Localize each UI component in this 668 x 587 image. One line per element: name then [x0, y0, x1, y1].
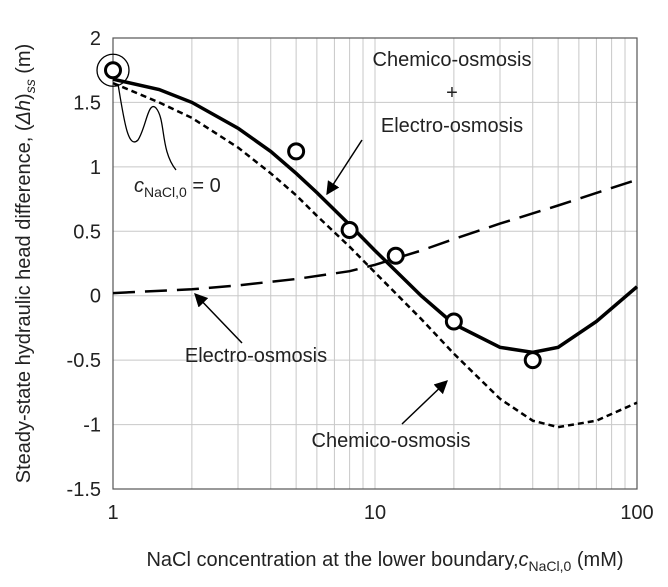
y-tick-label: -1.5 — [67, 479, 101, 501]
x-tick-label: 100 — [620, 502, 653, 524]
plot-frame — [112, 37, 638, 490]
x-tick-label: 1 — [107, 502, 118, 524]
y-tick-label: -0.5 — [67, 350, 101, 372]
annotation: Chemico-osmosis — [312, 430, 471, 452]
y-axis-label-part: (m) — [13, 44, 35, 80]
annotation-part: = 0 — [187, 175, 221, 197]
annotation-part: NaCl,0 — [144, 184, 187, 200]
arrow — [326, 139, 363, 196]
arrow — [194, 293, 243, 344]
data-point — [444, 312, 463, 331]
y-axis-label: Steady-state hydraulic head difference, … — [13, 44, 38, 484]
x-axis-label: NaCl concentration at the lower boundary… — [146, 549, 623, 574]
curve — [112, 77, 639, 355]
x-tick-label: 10 — [364, 502, 386, 524]
curve — [112, 81, 638, 429]
y-axis-label-part: Steady-state hydraulic head difference, … — [13, 124, 35, 483]
x-axis-label-part: NaCl,0 — [529, 558, 572, 574]
y-tick-label: 1 — [90, 157, 101, 179]
x-axis-label-part: c — [519, 549, 529, 571]
y-tick-label: 0.5 — [73, 221, 101, 243]
data-point — [104, 61, 122, 80]
arrow — [401, 380, 448, 425]
leader-squiggle — [117, 83, 177, 171]
annotation-part: c — [134, 175, 144, 197]
curve — [112, 178, 638, 295]
data-point — [340, 220, 359, 239]
y-tick-label: -1 — [83, 415, 101, 437]
y-tick-label: 2 — [90, 28, 101, 50]
y-tick-label: 1.5 — [73, 92, 101, 114]
x-axis-label-part: NaCl concentration at the lower boundary… — [146, 549, 518, 571]
x-axis-label-part: (mM) — [571, 549, 623, 571]
annotation: + — [446, 82, 458, 104]
y-tick-label: 0 — [90, 286, 101, 308]
y-axis-label-part: ss — [22, 79, 38, 93]
annotation: Chemico-osmosis — [373, 49, 532, 71]
annotation: Electro-osmosis — [185, 345, 327, 367]
data-point — [287, 142, 306, 161]
data-point — [386, 246, 405, 265]
annotation: Electro-osmosis — [381, 115, 523, 137]
y-axis-label-part: Δh — [13, 100, 35, 126]
data-point — [523, 351, 542, 370]
y-axis-label-part: ) — [13, 93, 35, 100]
annotation: cNaCl,0 = 0 — [134, 175, 221, 200]
highlight-ring — [96, 53, 130, 87]
